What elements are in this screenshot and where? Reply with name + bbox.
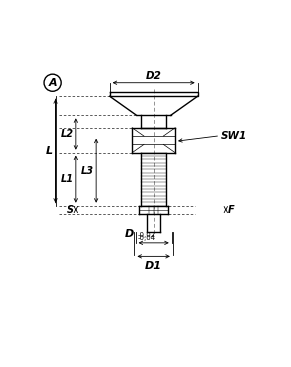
- Text: D2: D2: [146, 71, 162, 81]
- Text: L3: L3: [81, 166, 94, 176]
- Text: S: S: [67, 204, 74, 215]
- Text: L1: L1: [61, 174, 74, 184]
- Text: SW1: SW1: [221, 131, 248, 141]
- Text: F: F: [228, 204, 235, 215]
- Text: -0,04: -0,04: [138, 235, 156, 241]
- Text: L: L: [46, 146, 53, 156]
- Text: A: A: [48, 78, 57, 88]
- Text: L2: L2: [61, 129, 74, 139]
- Text: D1: D1: [145, 261, 162, 271]
- Text: D: D: [125, 229, 134, 239]
- Text: -0,02: -0,02: [138, 232, 156, 238]
